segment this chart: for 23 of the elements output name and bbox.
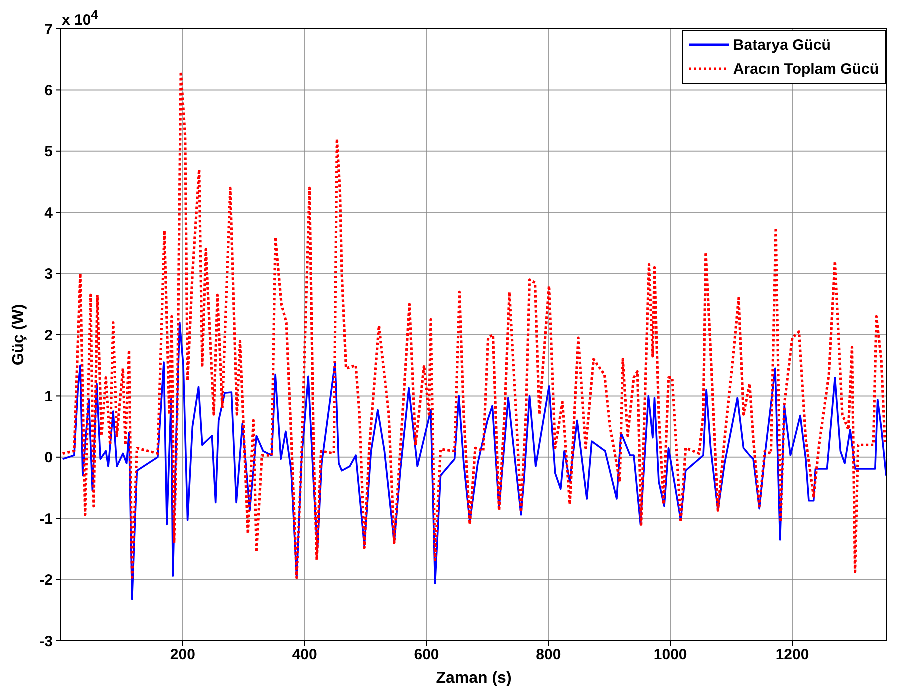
text: x 10$^{4}$ (62, 8, 98, 29)
y-tick-label: 0 (44, 450, 53, 467)
y-tick-label: 1 (44, 388, 53, 406)
y-axis-title: Güç (W) (10, 304, 28, 366)
y-tick-label: 4 (44, 204, 54, 222)
x-axis-title: Zaman (s) (436, 670, 512, 687)
y-tick-label: -1 (40, 510, 53, 528)
y-tick-label: -3 (40, 633, 53, 650)
y-tick-label: -2 (40, 572, 53, 590)
x-tick-label: 1000 (654, 646, 688, 664)
y-tick-label: 6 (44, 82, 53, 100)
x-tick-label: 1200 (776, 646, 810, 664)
x-tick-label: 200 (170, 646, 196, 664)
x-tick-label: 800 (536, 646, 562, 664)
y-tick-label: 7 (44, 21, 53, 38)
y-tick-label: 2 (44, 327, 53, 344)
y-tick-label: 5 (44, 144, 53, 161)
y-tick-label: 3 (44, 266, 53, 284)
line-series (62, 322, 887, 600)
x-tick-label: 600 (414, 646, 440, 664)
legend-label: Batarya Gücü (733, 36, 831, 54)
x-tick-label: 400 (292, 646, 318, 664)
legend-label: Aracın Toplam Gücü (733, 60, 879, 78)
